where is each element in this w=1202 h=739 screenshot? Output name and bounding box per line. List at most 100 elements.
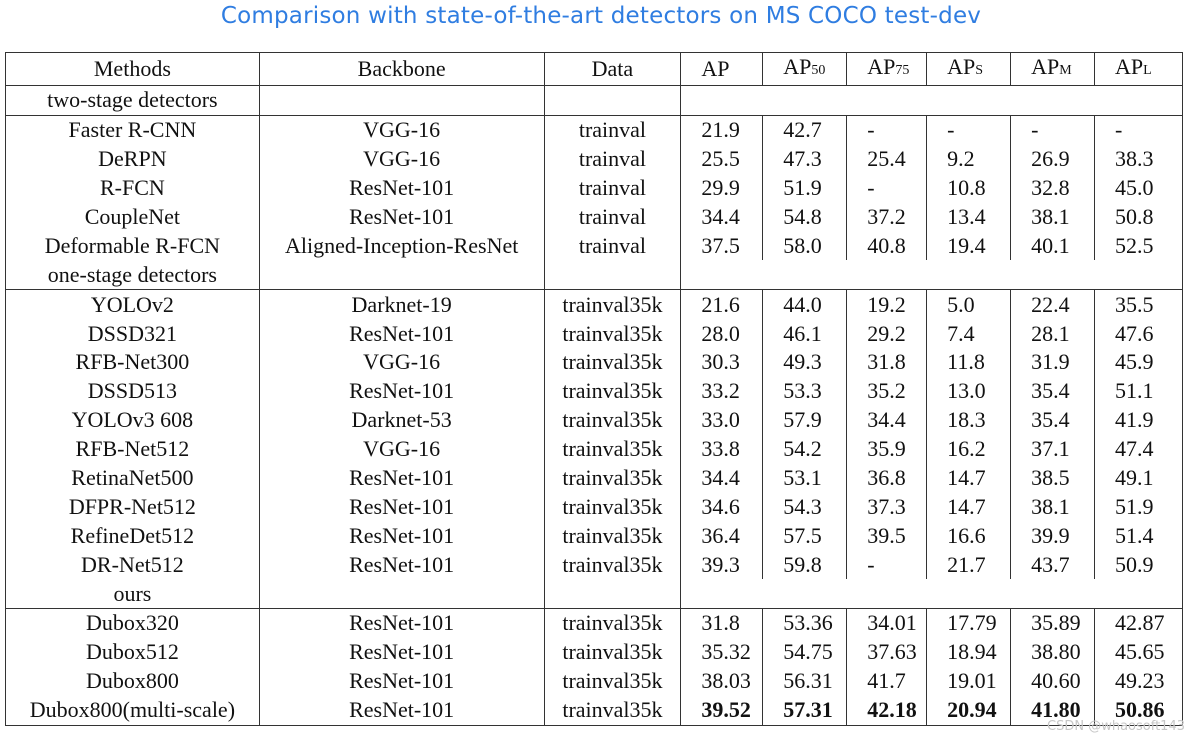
backbone-cell: Aligned-Inception-ResNet	[258, 231, 545, 261]
method-cell: Dubox320	[5, 608, 260, 638]
data-cell: trainval35k	[543, 608, 682, 638]
method-cell: R-FCN	[5, 173, 260, 203]
apm-cell: 37.1	[1010, 434, 1095, 464]
table-row: RFB-Net512 VGG-16 trainval35k 33.8 54.2 35.9 1…	[5, 434, 1183, 464]
group-empty-cell	[680, 85, 1183, 116]
header-ap: AP	[680, 52, 764, 86]
group-empty-cell	[258, 85, 545, 116]
ap-cell: 34.4	[680, 202, 764, 232]
ap-cell: 34.6	[680, 492, 764, 522]
aps-cell: 7.4	[926, 319, 1012, 349]
backbone-cell: ResNet-101	[258, 202, 545, 232]
apl-cell: 51.9	[1094, 492, 1183, 522]
ap50-cell: 42.7	[762, 114, 848, 145]
header-aps: APS	[926, 52, 1012, 86]
apl-cell: 38.3	[1094, 144, 1183, 174]
apl-cell: 51.4	[1094, 521, 1183, 551]
method-cell: YOLOv2	[5, 289, 260, 320]
ap-cell: 37.5	[680, 231, 764, 261]
ap-cell: 25.5	[680, 144, 764, 174]
ap50-cell: 57.9	[762, 405, 848, 435]
apm-cell: 38.5	[1010, 463, 1095, 493]
ap50-cell: 54.8	[762, 202, 848, 232]
ap50-cell: 57.31	[762, 695, 848, 726]
aps-cell: 10.8	[926, 173, 1012, 203]
header-ap50-main: AP	[783, 54, 812, 79]
backbone-cell: VGG-16	[258, 434, 545, 464]
method-cell: DR-Net512	[5, 550, 260, 580]
ap-cell: 21.6	[680, 289, 764, 320]
data-cell: trainval35k	[543, 348, 682, 377]
apl-cell: 51.1	[1094, 376, 1183, 406]
header-apm: APM	[1010, 52, 1095, 86]
method-cell: Dubox800	[5, 666, 260, 696]
header-ap50-sub: 50	[811, 63, 826, 78]
ap50-cell: 53.3	[762, 376, 848, 406]
apm-cell: 43.7	[1010, 550, 1095, 580]
apl-cell: 50.9	[1094, 550, 1183, 580]
method-cell: RetinaNet500	[5, 463, 260, 493]
header-aps-main: AP	[947, 54, 976, 79]
ap50-cell: 53.1	[762, 463, 848, 493]
table-row: Dubox320 ResNet-101 trainval35k 31.8 53.36 34…	[5, 608, 1183, 638]
table-row: DeRPN VGG-16 trainval 25.5 47.3 25.4 9.2 26.9 38…	[5, 144, 1183, 174]
table-caption: Comparison with state-of-the-art detecto…	[220, 3, 982, 29]
apm-cell: 38.1	[1010, 202, 1095, 232]
table-row: Dubox800 ResNet-101 trainval35k 38.03 56.31 4…	[5, 666, 1183, 696]
backbone-cell: Darknet-53	[258, 405, 545, 435]
group-empty-cell	[680, 260, 1183, 291]
apl-cell: 49.23	[1094, 666, 1183, 696]
data-cell: trainval35k	[543, 463, 682, 493]
method-cell: Dubox512	[5, 637, 260, 667]
ap50-cell: 57.5	[762, 521, 848, 551]
header-ap75: AP75	[846, 52, 928, 86]
apl-cell: -	[1094, 114, 1183, 145]
ap-cell: 38.03	[680, 666, 764, 696]
data-cell: trainval	[543, 173, 682, 203]
data-cell: trainval35k	[543, 695, 682, 726]
apl-cell: 45.9	[1094, 348, 1183, 377]
header-aps-sub: S	[975, 63, 984, 78]
method-cell: YOLOv3 608	[5, 405, 260, 435]
table-row: RFB-Net300 VGG-16 trainval35k 30.3 49.3 31.8 1…	[5, 348, 1183, 377]
group-empty-cell	[680, 579, 1183, 610]
apm-cell: 35.4	[1010, 376, 1095, 406]
group-header-row: ours	[5, 579, 1183, 610]
apl-cell: 52.5	[1094, 231, 1183, 261]
method-cell: DeRPN	[5, 144, 260, 174]
aps-cell: 19.4	[926, 231, 1012, 261]
apm-cell: 28.1	[1010, 319, 1095, 349]
header-apl: APL	[1094, 52, 1183, 86]
header-backbone: Backbone	[258, 52, 545, 86]
ap75-cell: 34.01	[846, 608, 928, 638]
apm-cell: 26.9	[1010, 144, 1095, 174]
csdn-watermark: CSDN @whaosoft143	[1047, 719, 1185, 734]
ap75-cell: 25.4	[846, 144, 928, 174]
header-ap50: AP50	[762, 52, 848, 86]
ap75-cell: 39.5	[846, 521, 928, 551]
aps-cell: 13.4	[926, 202, 1012, 232]
backbone-cell: ResNet-101	[258, 608, 545, 638]
data-cell: trainval35k	[543, 319, 682, 349]
backbone-cell: ResNet-101	[258, 463, 545, 493]
table-row: RetinaNet500 ResNet-101 trainval35k 34.4 53.…	[5, 463, 1183, 493]
apl-cell: 35.5	[1094, 289, 1183, 320]
aps-cell: 18.3	[926, 405, 1012, 435]
ap50-cell: 53.36	[762, 608, 848, 638]
group-empty-cell	[258, 579, 545, 610]
aps-cell: 14.7	[926, 492, 1012, 522]
data-cell: trainval	[543, 231, 682, 261]
table-row: RefineDet512 ResNet-101 trainval35k 36.4 57.…	[5, 521, 1183, 551]
aps-cell: 21.7	[926, 550, 1012, 580]
ap75-cell: 37.2	[846, 202, 928, 232]
apm-cell: 35.89	[1010, 608, 1095, 638]
ap50-cell: 56.31	[762, 666, 848, 696]
backbone-cell: ResNet-101	[258, 666, 545, 696]
method-cell: RFB-Net512	[5, 434, 260, 464]
header-methods: Methods	[5, 52, 260, 86]
backbone-cell: ResNet-101	[258, 376, 545, 406]
table-row: YOLOv3 608 Darknet-53 trainval35k 33.0 57.9 3…	[5, 405, 1183, 435]
backbone-cell: ResNet-101	[258, 695, 545, 726]
ap75-cell: 19.2	[846, 289, 928, 320]
aps-cell: 16.6	[926, 521, 1012, 551]
